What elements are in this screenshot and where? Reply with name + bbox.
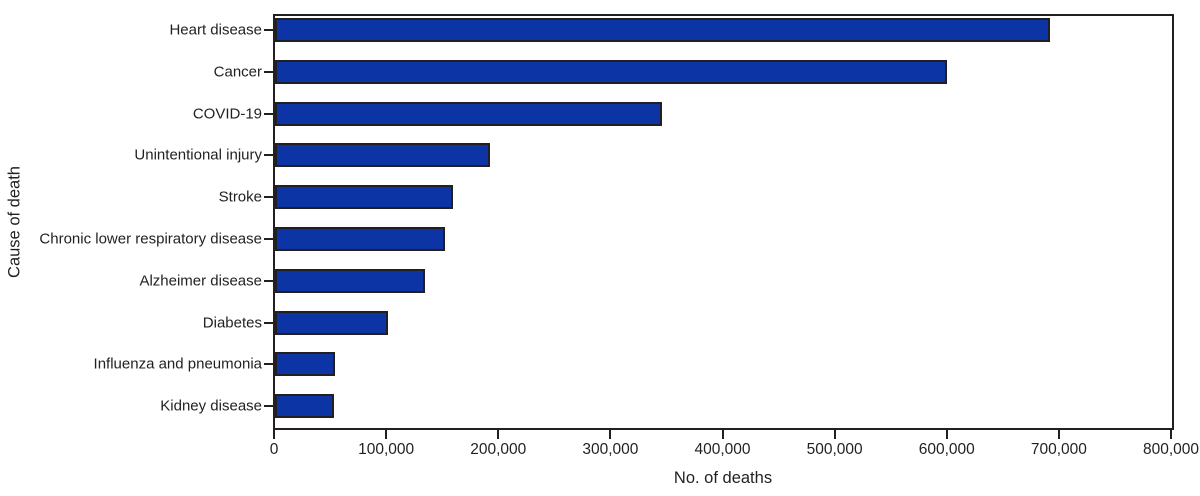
x-tick-300000	[609, 430, 612, 439]
x-tick-label-600000: 600,000	[918, 441, 975, 458]
category-label-influenza-and-pneumonia: Influenza and pneumonia	[93, 355, 262, 373]
category-label-covid-19: COVID-19	[192, 105, 262, 123]
x-tick-800000	[1170, 430, 1172, 439]
y-tick-unintentional-injury	[264, 154, 273, 157]
bar-covid-19	[275, 101, 663, 126]
bar-unintentional-injury	[275, 143, 491, 168]
y-tick-chronic-lower-respiratory-disease	[264, 238, 273, 240]
y-tick-influenza-and-pneumonia	[264, 363, 273, 366]
x-tick-label-400000: 400,000	[694, 441, 751, 458]
x-tick-label-300000: 300,000	[582, 441, 639, 458]
category-label-diabetes: Diabetes	[202, 314, 262, 332]
y-tick-heart-disease	[264, 29, 273, 31]
y-tick-cancer	[264, 70, 273, 73]
x-tick-100000	[385, 430, 388, 439]
y-tick-stroke	[264, 196, 273, 199]
x-tick-label-200000: 200,000	[470, 441, 527, 458]
category-label-kidney-disease: Kidney disease	[160, 397, 262, 415]
x-tick-label-700000: 700,000	[1030, 441, 1087, 458]
x-axis-title: No. of deaths	[673, 469, 773, 487]
y-tick-covid-19	[264, 112, 273, 115]
bar-cancer	[275, 59, 947, 84]
category-label-alzheimer-disease: Alzheimer disease	[139, 272, 262, 290]
y-axis-title: Cause of death	[5, 166, 24, 278]
y-tick-alzheimer-disease	[264, 279, 273, 282]
bar-alzheimer-disease	[275, 268, 425, 293]
bar-influenza-and-pneumonia	[275, 352, 335, 377]
x-tick-600000	[945, 430, 948, 439]
bar-stroke	[275, 185, 454, 210]
category-label-heart-disease: Heart disease	[169, 21, 262, 39]
category-label-cancer: Cancer	[213, 63, 262, 81]
bar-chronic-lower-respiratory-disease	[275, 227, 446, 251]
x-tick-label-800000: 800,000	[1142, 441, 1200, 458]
y-tick-diabetes	[264, 321, 273, 324]
bar-diabetes	[275, 310, 389, 335]
x-tick-200000	[497, 430, 500, 439]
category-label-unintentional-injury: Unintentional injury	[134, 146, 262, 164]
x-tick-label-0: 0	[269, 441, 279, 458]
x-tick-500000	[833, 430, 836, 439]
x-tick-label-500000: 500,000	[806, 441, 863, 458]
bar-heart-disease	[275, 18, 1050, 42]
category-label-chronic-lower-respiratory-disease: Chronic lower respiratory disease	[39, 230, 262, 248]
x-tick-400000	[721, 430, 724, 439]
x-tick-0	[273, 430, 275, 439]
y-tick-kidney-disease	[264, 405, 273, 408]
x-tick-700000	[1057, 430, 1060, 439]
x-tick-label-100000: 100,000	[358, 441, 415, 458]
category-label-stroke: Stroke	[218, 188, 262, 206]
bar-kidney-disease	[275, 394, 334, 419]
